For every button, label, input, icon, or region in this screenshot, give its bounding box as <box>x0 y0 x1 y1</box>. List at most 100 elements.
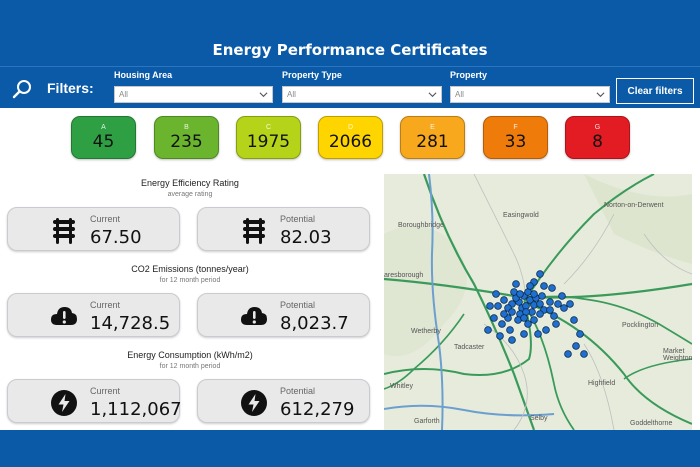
cloud-warning-icon <box>241 307 267 325</box>
place-label: Norton-on-Derwent <box>604 202 664 209</box>
map-pin[interactable] <box>538 292 546 300</box>
map-pin[interactable] <box>520 330 528 338</box>
chevron-down-icon <box>596 92 605 98</box>
filter-bar: Filters: Housing Area All Property Type … <box>0 66 700 108</box>
map-pin[interactable] <box>524 320 532 328</box>
consumption-current-value: 1,112,067 <box>90 399 182 420</box>
housing-area-label: Housing Area <box>114 70 173 80</box>
map-pin[interactable] <box>490 314 498 322</box>
efficiency-subtitle: average rating <box>167 191 213 198</box>
map-pin[interactable] <box>536 300 544 308</box>
place-label: Garforth <box>414 418 440 425</box>
map-pin[interactable] <box>566 300 574 308</box>
place-label: Wetherby <box>411 328 441 335</box>
map-pin[interactable] <box>526 282 534 290</box>
place-label: Pocklington <box>622 322 659 329</box>
efficiency-current-value: 67.50 <box>90 227 142 248</box>
rating-badge-e[interactable]: E 281 <box>400 116 465 159</box>
cloud-warning-icon <box>51 307 77 325</box>
clear-filters-button[interactable]: Clear filters <box>616 78 694 104</box>
map-pin[interactable] <box>536 310 544 318</box>
rating-badge-a[interactable]: A 45 <box>71 116 136 159</box>
map-pin[interactable] <box>534 330 542 338</box>
rating-badge-d[interactable]: D 2066 <box>318 116 383 159</box>
map-pin[interactable] <box>576 330 584 338</box>
filters-label: Filters: <box>47 80 94 96</box>
map-pin[interactable] <box>498 320 506 328</box>
rating-badge-f[interactable]: F 33 <box>483 116 548 159</box>
consumption-title: Energy Consumption (kWh/m2) <box>127 350 253 360</box>
property-type-filter: Property Type All <box>282 70 442 103</box>
map-pin[interactable] <box>546 306 554 314</box>
map-pin[interactable] <box>512 280 520 288</box>
map-pin[interactable] <box>552 320 560 328</box>
housing-area-value: All <box>119 90 128 99</box>
place-label: Tadcaster <box>454 344 485 351</box>
property-type-value: All <box>287 90 296 99</box>
co2-potential-card: Potential 8,023.7 <box>197 293 370 337</box>
efficiency-potential-card: Potential 82.03 <box>197 207 370 251</box>
rating-count: 45 <box>92 132 115 152</box>
search-icon[interactable] <box>12 79 32 99</box>
lightning-icon <box>241 390 267 416</box>
property-map[interactable]: Easingwold Norton-on-Derwent Boroughbrid… <box>384 174 692 430</box>
map-pin[interactable] <box>548 284 556 292</box>
map-pin[interactable] <box>508 308 516 316</box>
map-pin[interactable] <box>506 326 514 334</box>
property-pins[interactable] <box>484 270 588 358</box>
radiator-icon <box>243 218 265 244</box>
rating-letter: E <box>430 124 435 131</box>
place-label: Easingwold <box>503 212 539 219</box>
rating-letter: B <box>184 124 189 131</box>
map-pin[interactable] <box>500 310 508 318</box>
efficiency-title: Energy Efficiency Rating <box>141 178 239 188</box>
map-pin[interactable] <box>550 312 558 320</box>
rating-badge-b[interactable]: B 235 <box>154 116 219 159</box>
rating-count: 235 <box>170 132 203 152</box>
map-pin[interactable] <box>500 296 508 304</box>
rating-count: 2066 <box>328 132 373 152</box>
property-filter: Property All <box>450 70 610 103</box>
map-pin[interactable] <box>542 326 550 334</box>
map-pin[interactable] <box>508 336 516 344</box>
map-pin[interactable] <box>496 332 504 340</box>
chevron-down-icon <box>428 92 437 98</box>
map-pin[interactable] <box>560 304 568 312</box>
place-label: Boroughbridge <box>398 222 444 229</box>
map-pin[interactable] <box>530 316 538 324</box>
housing-area-select[interactable]: All <box>114 86 273 103</box>
potential-label: Potential <box>280 300 316 310</box>
map-pin[interactable] <box>554 300 562 308</box>
map-pin[interactable] <box>486 302 494 310</box>
consumption-potential-value: 612,279 <box>280 399 355 420</box>
map-pin[interactable] <box>516 290 524 298</box>
rating-letter: G <box>594 124 601 131</box>
property-type-label: Property Type <box>282 70 342 80</box>
map-pin[interactable] <box>564 350 572 358</box>
map-pin[interactable] <box>536 270 544 278</box>
header-bar: Energy Performance Certificates <box>0 0 700 66</box>
map-pin[interactable] <box>540 282 548 290</box>
map-pin[interactable] <box>572 342 580 350</box>
property-select[interactable]: All <box>450 86 610 103</box>
efficiency-current-card: Current 67.50 <box>7 207 180 251</box>
radiator-icon <box>53 218 75 244</box>
map-pin[interactable] <box>558 292 566 300</box>
housing-area-filter: Housing Area All <box>114 70 273 103</box>
place-label: Whitley <box>390 383 413 390</box>
property-type-select[interactable]: All <box>282 86 442 103</box>
place-label: aresborough <box>384 272 424 279</box>
map-pin[interactable] <box>520 314 528 322</box>
map-pin[interactable] <box>570 316 578 324</box>
map-pin[interactable] <box>546 298 554 306</box>
rating-badge-g[interactable]: G 8 <box>565 116 630 159</box>
map-pin[interactable] <box>484 326 492 334</box>
map-pin[interactable] <box>494 302 502 310</box>
rating-badge-c[interactable]: C 1975 <box>236 116 301 159</box>
map-pin[interactable] <box>492 290 500 298</box>
map-pin[interactable] <box>580 350 588 358</box>
lightning-icon <box>51 390 77 416</box>
rating-letter: C <box>265 124 272 131</box>
map-pin[interactable] <box>530 290 538 298</box>
footer-bar <box>0 430 700 467</box>
